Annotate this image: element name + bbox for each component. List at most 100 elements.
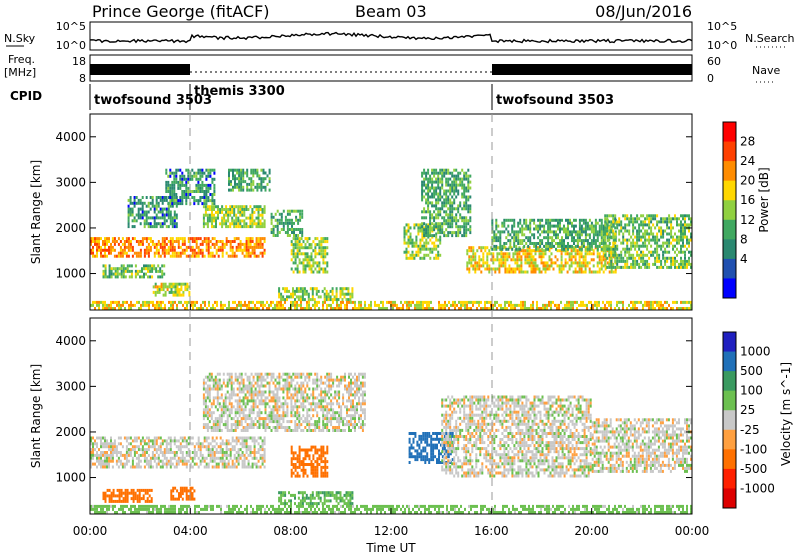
data-cell [284, 287, 287, 291]
data-cell [145, 451, 148, 454]
data-cell [421, 238, 424, 242]
data-cell [245, 222, 248, 226]
data-cell [594, 221, 597, 225]
data-cell [640, 229, 643, 233]
data-cell [640, 300, 642, 304]
data-cell [200, 307, 202, 310]
data-cell [136, 269, 139, 273]
data-cell [433, 219, 436, 223]
data-cell [175, 204, 178, 208]
data-cell [508, 270, 511, 274]
data-cell [177, 237, 180, 241]
data-cell [452, 300, 454, 304]
data-cell [446, 303, 448, 307]
data-cell [157, 456, 160, 460]
data-cell [626, 307, 628, 310]
data-cell [286, 295, 288, 299]
data-cell [151, 198, 154, 202]
data-cell [437, 216, 440, 220]
data-cell [220, 417, 223, 421]
data-cell [171, 222, 174, 226]
data-cell [415, 244, 418, 248]
data-cell [580, 227, 583, 231]
data-cell [594, 242, 597, 245]
data-cell [237, 448, 240, 452]
data-cell [449, 210, 452, 214]
data-cell [688, 241, 690, 245]
data-cell [185, 451, 188, 454]
data-cell [129, 465, 132, 469]
data-cell [250, 307, 252, 310]
data-cell [113, 240, 116, 243]
data-cell [514, 307, 516, 310]
data-cell [557, 244, 559, 248]
data-cell [306, 307, 308, 310]
data-cell [610, 252, 613, 256]
data-cell [429, 195, 432, 199]
data-cell [602, 233, 605, 237]
data-cell [201, 453, 204, 457]
data-cell [224, 303, 226, 307]
data-cell [104, 439, 106, 443]
data-cell [420, 303, 422, 307]
data-cell [203, 240, 206, 243]
data-cell [532, 258, 535, 262]
data-cell [468, 246, 471, 250]
data-cell [108, 459, 110, 463]
data-cell [638, 223, 641, 227]
data-cell [202, 399, 205, 403]
data-cell [180, 285, 183, 289]
data-cell [524, 258, 527, 262]
data-cell [505, 236, 508, 240]
data-cell [191, 248, 194, 252]
data-cell [582, 244, 585, 248]
data-cell [590, 244, 593, 248]
data-cell [441, 177, 444, 181]
data-cell [165, 190, 168, 193]
data-cell [185, 196, 188, 199]
data-cell [225, 213, 228, 217]
data-cell [240, 174, 243, 178]
data-cell [331, 298, 334, 302]
data-cell [602, 236, 605, 240]
data-cell [341, 292, 344, 296]
data-cell [672, 226, 674, 230]
data-cell [666, 232, 669, 236]
data-cell [429, 231, 432, 235]
data-cell [529, 227, 532, 231]
data-cell [278, 292, 281, 296]
data-cell [660, 262, 663, 266]
data-cell [442, 303, 444, 307]
data-cell [638, 300, 640, 304]
data-cell [320, 255, 323, 259]
data-cell [151, 465, 154, 469]
data-cell [345, 292, 348, 296]
data-cell [137, 242, 140, 246]
data-cell [684, 229, 686, 233]
data-cell [311, 295, 314, 299]
data-cell [115, 459, 118, 463]
data-cell [256, 182, 259, 186]
data-cell [676, 241, 678, 245]
data-cell [445, 180, 448, 184]
data-cell [165, 198, 168, 202]
data-cell [163, 240, 166, 243]
data-cell [226, 381, 229, 385]
data-cell [207, 237, 210, 241]
data-cell [578, 233, 581, 237]
data-cell [340, 303, 342, 307]
data-cell [204, 208, 207, 211]
data-cell [221, 219, 224, 223]
data-cell [547, 236, 550, 240]
data-cell [423, 177, 426, 181]
data-cell [243, 465, 246, 469]
data-cell [550, 258, 553, 262]
data-cell [159, 242, 162, 246]
data-cell [185, 186, 188, 190]
data-cell [476, 300, 478, 304]
data-cell [226, 414, 229, 418]
data-cell [630, 253, 633, 257]
data-cell [96, 303, 98, 307]
data-cell [304, 307, 306, 310]
data-cell [606, 256, 609, 260]
